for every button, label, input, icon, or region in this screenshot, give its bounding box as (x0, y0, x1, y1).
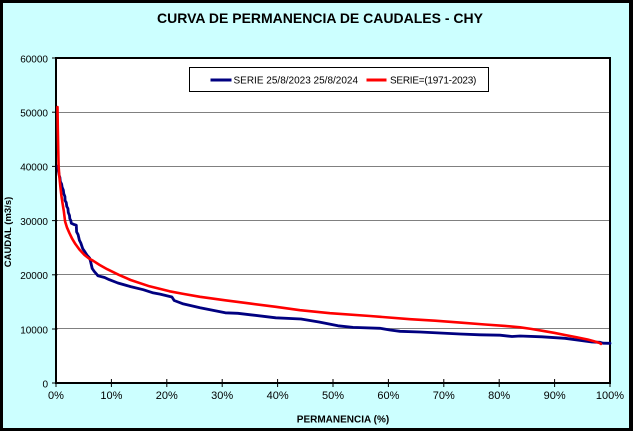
svg-text:80%: 80% (488, 390, 510, 402)
svg-text:10%: 10% (100, 390, 122, 402)
svg-text:60000: 60000 (20, 54, 48, 65)
svg-text:50%: 50% (322, 390, 344, 402)
svg-text:30000: 30000 (20, 217, 48, 228)
svg-text:40000: 40000 (20, 163, 48, 174)
svg-text:100%: 100% (596, 390, 624, 402)
svg-text:70%: 70% (433, 390, 455, 402)
svg-text:40%: 40% (267, 390, 289, 402)
svg-text:20000: 20000 (20, 271, 48, 282)
svg-text:20%: 20% (156, 390, 178, 402)
svg-text:SERIE=(1971-2023): SERIE=(1971-2023) (390, 76, 476, 87)
svg-text:0: 0 (42, 379, 48, 390)
svg-text:0%: 0% (48, 390, 64, 402)
svg-text:90%: 90% (544, 390, 566, 402)
svg-text:CAUDAL (m3/s): CAUDAL (m3/s) (3, 197, 14, 268)
svg-text:10000: 10000 (20, 325, 48, 336)
svg-text:50000: 50000 (20, 109, 48, 120)
svg-text:30%: 30% (211, 390, 233, 402)
svg-text:PERMANENCIA (%): PERMANENCIA (%) (297, 415, 389, 426)
svg-text:60%: 60% (377, 390, 399, 402)
svg-text:SERIE 25/8/2023 25/8/2024: SERIE 25/8/2023 25/8/2024 (234, 76, 359, 87)
svg-text:CURVA DE PERMANENCIA DE CAUDAL: CURVA DE PERMANENCIA DE CAUDALES - CHY (157, 10, 484, 26)
